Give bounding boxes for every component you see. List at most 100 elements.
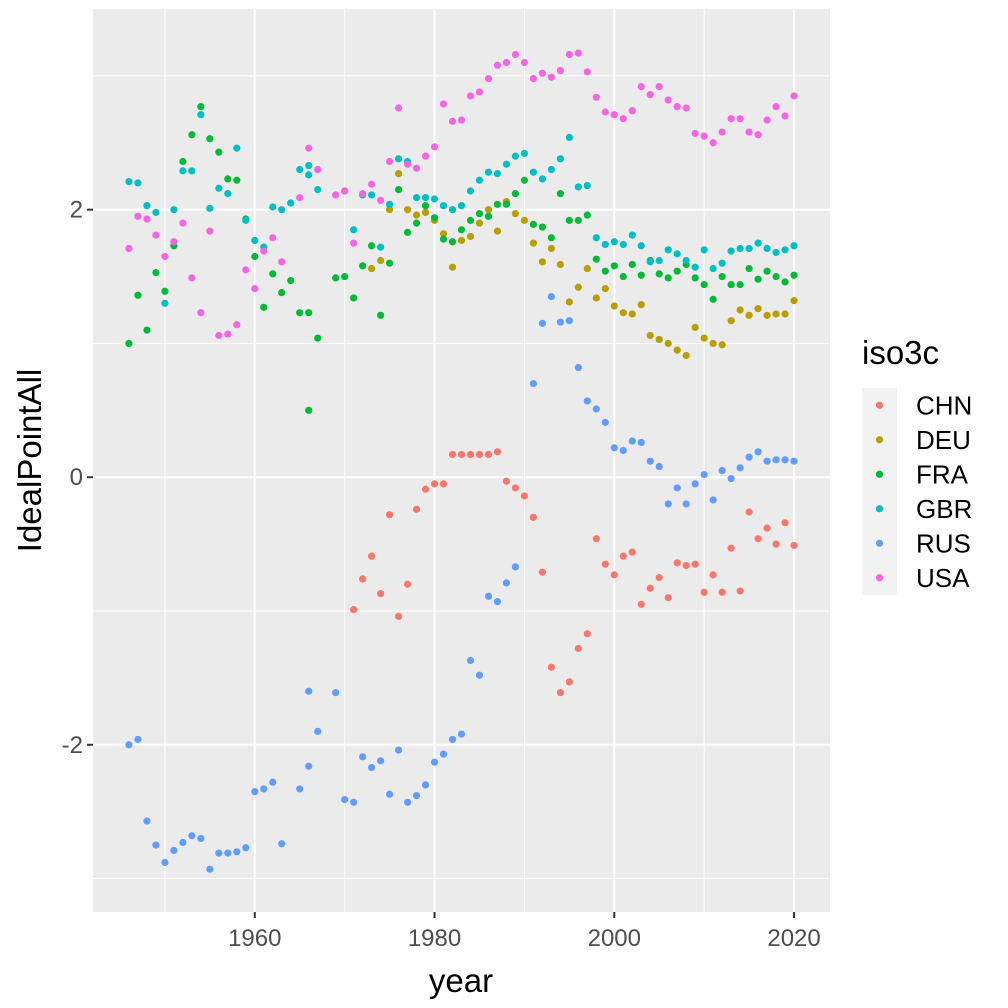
x-axis-ticks: 1960 1980 2000 2020 — [228, 912, 821, 952]
data-point — [574, 49, 582, 57]
data-point — [673, 267, 681, 275]
data-point — [296, 785, 304, 793]
data-point — [520, 492, 529, 500]
x-tick-label: 1980 — [408, 925, 461, 952]
data-point — [278, 206, 286, 214]
data-point — [206, 204, 214, 212]
data-point — [790, 271, 798, 279]
data-point — [421, 781, 430, 789]
data-point — [700, 132, 708, 140]
data-point — [170, 238, 178, 246]
data-point — [125, 339, 133, 348]
data-point — [269, 270, 277, 278]
data-point — [637, 600, 645, 608]
data-point — [125, 741, 133, 749]
data-point — [475, 450, 484, 459]
data-point — [718, 466, 726, 475]
data-point — [619, 272, 627, 281]
data-point — [583, 264, 591, 273]
data-point — [655, 256, 663, 265]
data-point — [412, 505, 421, 513]
data-point — [269, 778, 277, 786]
data-point — [529, 513, 538, 521]
data-point — [790, 92, 798, 100]
data-point — [305, 309, 313, 317]
data-point — [664, 274, 672, 282]
data-point — [233, 144, 241, 152]
plot-panel — [93, 9, 830, 912]
data-point — [646, 457, 654, 465]
data-point — [610, 111, 618, 119]
data-point — [332, 689, 340, 697]
data-point — [772, 456, 780, 464]
data-point — [188, 274, 196, 282]
data-point — [709, 139, 717, 147]
data-point — [403, 798, 412, 806]
data-point — [556, 260, 564, 269]
data-point — [134, 179, 142, 187]
data-point — [439, 750, 448, 758]
data-point — [772, 272, 780, 281]
data-point — [718, 341, 726, 349]
data-point — [547, 165, 555, 174]
data-point — [430, 143, 439, 151]
data-point — [457, 116, 466, 124]
legend-label: FRA — [916, 459, 969, 489]
data-point — [188, 131, 196, 139]
data-point — [547, 293, 555, 301]
data-point — [664, 500, 672, 508]
data-point — [260, 785, 268, 793]
data-point — [278, 258, 286, 266]
data-point — [574, 644, 582, 653]
data-point — [709, 496, 717, 504]
data-point — [251, 788, 259, 796]
legend-label: RUS — [916, 528, 971, 558]
data-point — [583, 630, 591, 638]
data-point — [125, 244, 133, 253]
data-point — [305, 406, 313, 414]
data-point — [529, 168, 538, 176]
data-point — [610, 238, 618, 246]
data-point — [484, 206, 493, 214]
data-point — [538, 223, 546, 231]
data-point — [673, 484, 681, 492]
data-point — [601, 267, 609, 275]
data-point — [754, 305, 762, 313]
data-point — [448, 206, 457, 214]
data-point — [736, 306, 744, 314]
data-point — [592, 405, 600, 413]
data-point — [556, 190, 564, 198]
data-point — [520, 176, 529, 184]
data-point — [529, 74, 538, 83]
data-point — [224, 849, 232, 857]
data-point — [197, 111, 205, 119]
data-point — [502, 477, 511, 485]
data-point — [664, 96, 672, 104]
data-point — [601, 240, 609, 249]
data-point — [790, 242, 798, 250]
data-point — [511, 152, 520, 160]
data-point — [781, 456, 789, 464]
data-point — [341, 796, 349, 804]
data-point — [350, 606, 358, 614]
data-point — [511, 563, 520, 571]
data-point — [673, 346, 681, 354]
data-point — [377, 311, 385, 319]
data-point — [134, 291, 142, 299]
data-point — [511, 484, 520, 492]
legend-label: GBR — [916, 494, 972, 524]
data-point — [772, 103, 780, 111]
data-point — [790, 297, 798, 305]
x-tick-label: 2000 — [588, 925, 641, 952]
data-point — [583, 397, 591, 405]
data-point — [682, 351, 690, 360]
data-point — [448, 450, 457, 459]
data-point — [269, 234, 277, 242]
data-point — [457, 730, 466, 738]
data-point — [619, 309, 627, 317]
data-point — [745, 264, 753, 273]
x-axis-title: year — [429, 962, 493, 999]
data-point — [197, 834, 205, 843]
data-point — [718, 588, 726, 596]
data-point — [628, 437, 636, 445]
